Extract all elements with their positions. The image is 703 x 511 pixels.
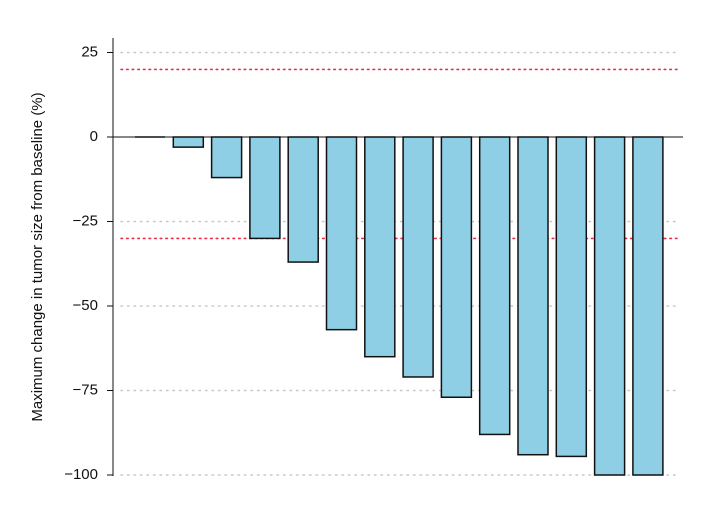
y-tick-label: −50 [73,297,98,314]
y-tick-label: 25 [81,43,98,60]
y-tick-label: 0 [90,128,98,145]
y-axis [112,38,683,476]
y-tick-label: −75 [73,381,98,398]
bar [517,136,549,456]
bar [440,136,473,399]
bar [172,136,205,148]
bar [210,136,243,179]
y-ticks: 25 0 −25 −50 −75 −100 [64,43,113,483]
bar [478,136,511,436]
bar [632,136,664,476]
bar [287,136,319,263]
bar [555,136,588,458]
y-axis-title: Maximum change in tumor size from baseli… [29,92,46,421]
bar [249,136,281,240]
bar [593,136,626,476]
grid-lines [120,51,681,476]
bars [135,136,664,476]
y-tick-label: −100 [64,466,98,483]
bar [402,136,434,378]
y-tick-label: −25 [73,212,98,229]
bar [325,136,358,331]
bar [364,136,396,358]
